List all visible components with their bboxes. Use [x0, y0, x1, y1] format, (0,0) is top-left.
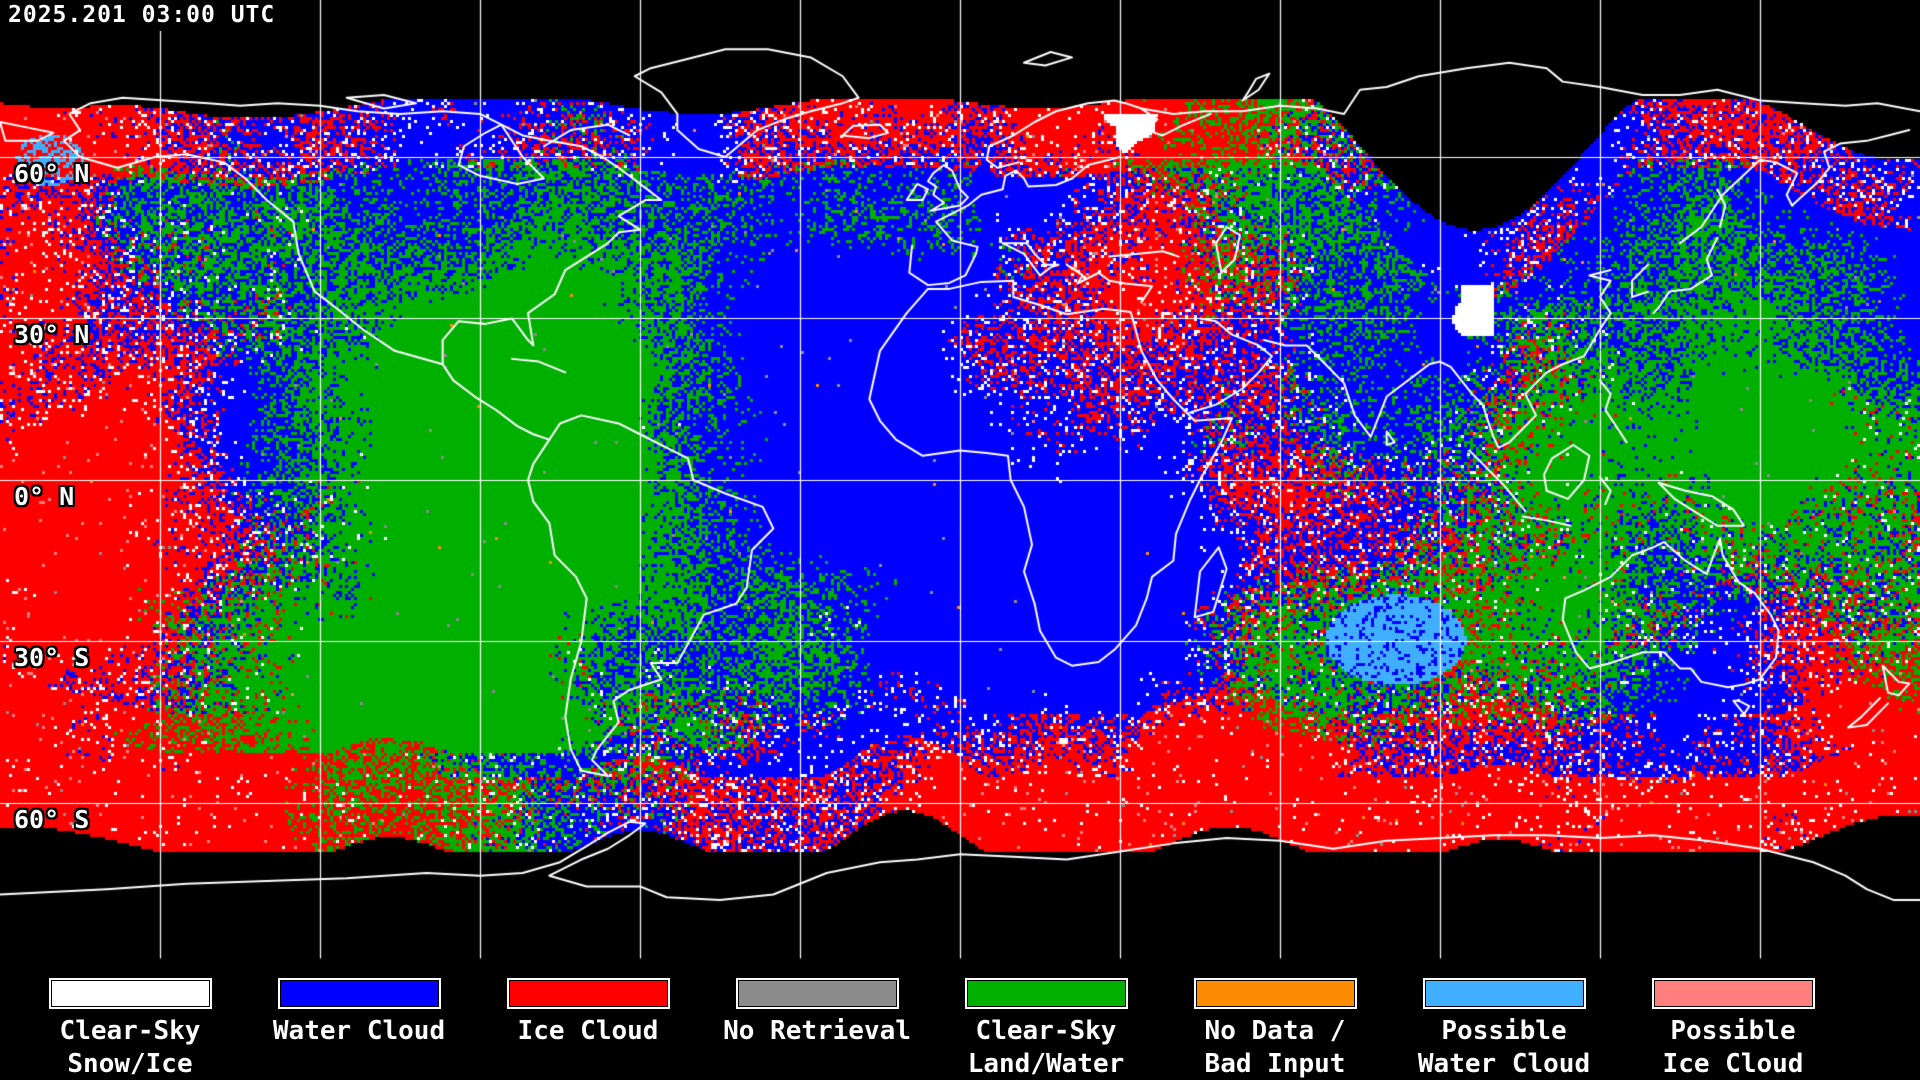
legend-label-line: Water Cloud	[1417, 1049, 1591, 1079]
cloud-mask-map	[0, 0, 1920, 966]
legend-label-line: Ice Cloud	[1662, 1049, 1804, 1079]
lat-label: 30° N	[14, 320, 90, 349]
lat-label: 0° N	[14, 482, 75, 511]
legend-label-line: Possible	[1670, 1016, 1796, 1046]
legend-swatch	[965, 978, 1128, 1009]
legend-swatch	[1652, 978, 1815, 1009]
legend-label-line: Snow/Ice	[67, 1049, 193, 1079]
legend-label-line: No Retrieval	[723, 1016, 911, 1046]
legend-swatch	[1423, 978, 1586, 1009]
legend-label-line: Ice Cloud	[517, 1016, 659, 1046]
lat-label: 60° N	[14, 159, 90, 188]
legend-label-line: Clear-Sky	[975, 1016, 1117, 1046]
legend-label-line: Possible	[1441, 1016, 1567, 1046]
legend-swatch	[507, 978, 670, 1009]
legend-label-line: Land/Water	[967, 1049, 1125, 1079]
legend: Clear-Sky Snow/Ice Water Cloud Ice Cloud No …	[0, 966, 1920, 1080]
legend-swatch	[278, 978, 441, 1009]
legend-label-line: Clear-Sky	[59, 1016, 201, 1046]
legend-label-line: Water Cloud	[272, 1016, 446, 1046]
lat-label: 60° S	[14, 805, 90, 834]
legend-label-line: Bad Input	[1204, 1049, 1346, 1079]
timestamp: 2025.201 03:00 UTC	[2, 0, 284, 31]
legend-swatch	[49, 978, 212, 1009]
legend-swatch	[1194, 978, 1357, 1009]
lat-label: 30° S	[14, 643, 90, 672]
legend-swatch	[736, 978, 899, 1009]
legend-label-line: No Data /	[1204, 1016, 1346, 1046]
